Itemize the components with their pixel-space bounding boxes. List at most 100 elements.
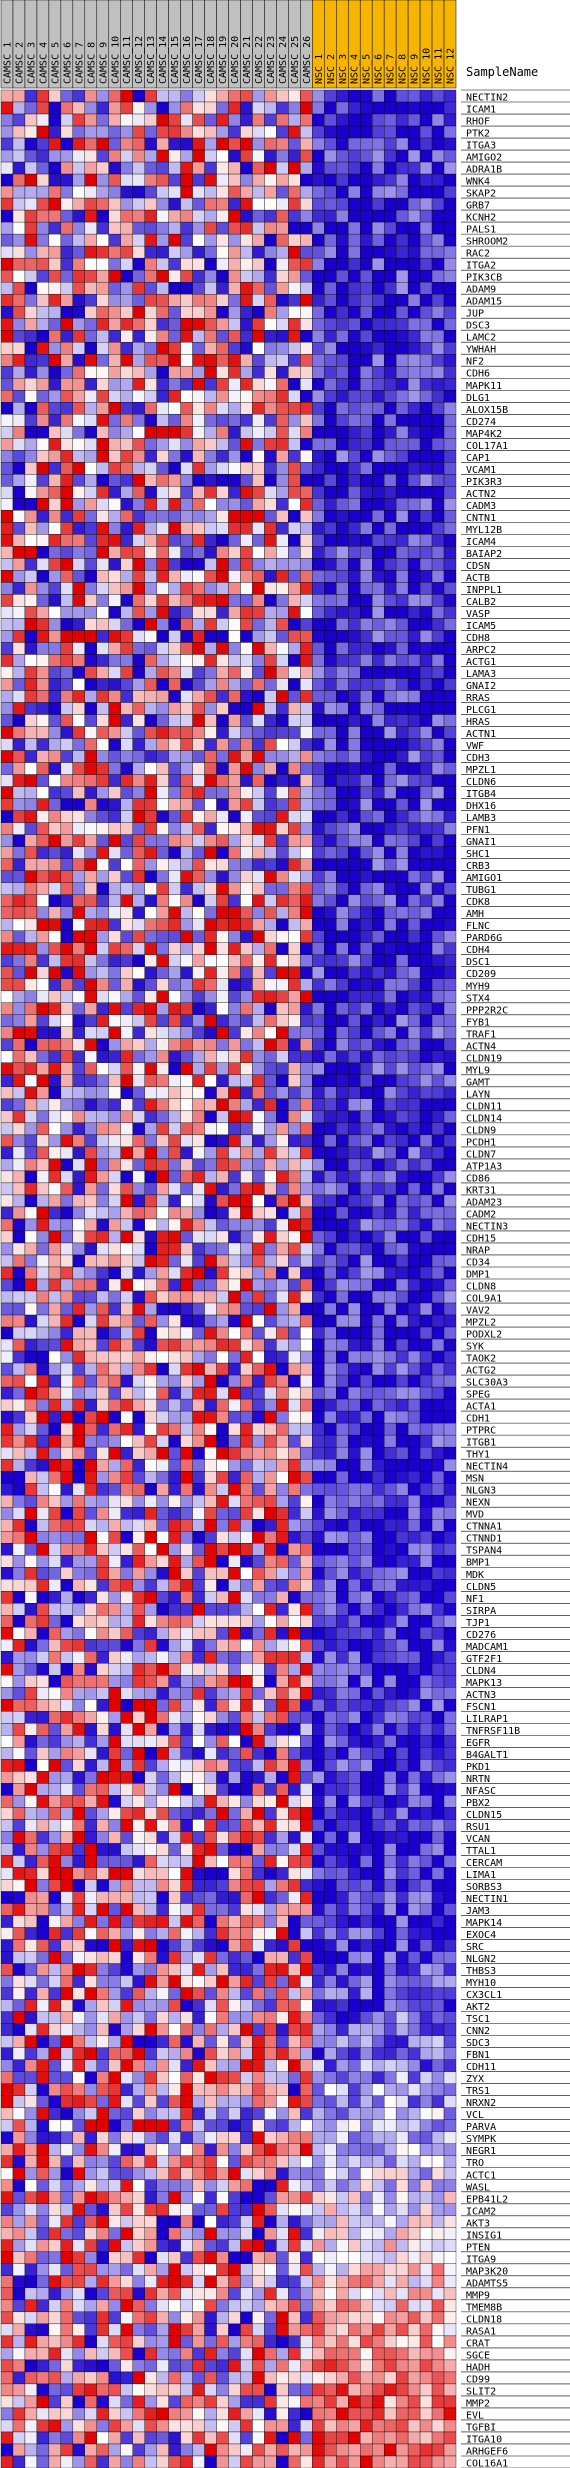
heatmap-cell: [276, 750, 289, 763]
heatmap-cell: [407, 846, 421, 859]
heatmap-cell: [96, 197, 109, 211]
column-label: CAMSC_13: [146, 36, 157, 84]
heatmap-cell: [395, 594, 409, 607]
heatmap-cell: [192, 1266, 205, 1280]
heatmap-cell: [180, 498, 193, 511]
heatmap-cell: [240, 1254, 253, 1268]
heatmap-cell: [168, 402, 181, 415]
heatmap-cell: [180, 1398, 193, 1412]
heatmap-cell: [156, 1398, 169, 1412]
heatmap-cell: [192, 221, 205, 235]
heatmap-cell: [324, 342, 337, 355]
heatmap-cell: [407, 1194, 421, 1208]
heatmap-cell: [443, 954, 457, 967]
heatmap-cell: [96, 113, 109, 127]
heatmap-cell: [96, 330, 109, 343]
heatmap-cell: [144, 354, 157, 367]
heatmap-cell: [168, 510, 181, 523]
heatmap-cell: [324, 366, 337, 379]
heatmap-cell: [84, 858, 97, 871]
heatmap-cell: [240, 930, 253, 943]
heatmap-cell: [156, 185, 169, 199]
heatmap-cell: [216, 1206, 229, 1220]
heatmap-cell: [419, 1398, 433, 1412]
heatmap-cell: [228, 966, 241, 979]
heatmap-cell: [144, 257, 157, 271]
heatmap-cell: [108, 426, 121, 439]
heatmap-cell: [12, 1326, 26, 1340]
heatmap-cell: [300, 1206, 313, 1220]
heatmap-cell: [48, 618, 62, 631]
heatmap-cell: [324, 786, 337, 799]
heatmap-cell: [216, 762, 229, 775]
heatmap-cell: [0, 606, 14, 619]
heatmap-cell: [132, 161, 145, 175]
heatmap-cell: [300, 474, 313, 487]
heatmap-cell: [312, 510, 325, 523]
heatmap-cell: [324, 918, 337, 931]
heatmap-cell: [252, 125, 265, 139]
heatmap-cell: [120, 798, 133, 811]
heatmap-cell: [395, 1398, 409, 1412]
heatmap-cell: [120, 1374, 133, 1388]
heatmap-cell: [276, 1278, 289, 1292]
heatmap-cell: [443, 1579, 457, 1592]
heatmap-cell: [168, 810, 181, 823]
heatmap-cell: [24, 1446, 38, 1460]
heatmap-cell: [407, 1531, 421, 1544]
heatmap-cell: [120, 1314, 133, 1328]
heatmap-cell: [180, 1194, 193, 1208]
heatmap-cell: [395, 798, 409, 811]
heatmap-cell: [264, 1374, 277, 1388]
heatmap-cell: [372, 1170, 385, 1184]
heatmap-cell: [36, 846, 50, 859]
heatmap-cell: [395, 654, 409, 667]
heatmap-cell: [108, 558, 121, 571]
heatmap-cell: [192, 906, 205, 919]
heatmap-cell: [395, 330, 409, 343]
heatmap-cell: [407, 1038, 421, 1051]
heatmap-cell: [48, 414, 62, 427]
heatmap-cell: [312, 101, 325, 115]
heatmap-cell: [12, 582, 26, 595]
heatmap-cell: [300, 894, 313, 907]
heatmap-cell: [228, 1362, 241, 1376]
heatmap-cell: [264, 462, 277, 475]
heatmap-cell: [60, 342, 74, 355]
heatmap-cell: [383, 630, 397, 643]
heatmap-cell: [108, 606, 121, 619]
heatmap-cell: [383, 1434, 397, 1448]
heatmap-cell: [48, 1086, 62, 1100]
heatmap-cell: [443, 1543, 457, 1556]
heatmap-cell: [312, 834, 325, 847]
heatmap-cell: [395, 1482, 409, 1496]
heatmap-cell: [144, 594, 157, 607]
heatmap-cell: [72, 990, 85, 1003]
heatmap-cell: [312, 89, 325, 103]
heatmap-cell: [431, 257, 445, 271]
heatmap-cell: [443, 1002, 457, 1015]
heatmap-cell: [395, 1314, 409, 1328]
heatmap-cell: [216, 354, 229, 367]
heatmap-cell: [84, 125, 97, 139]
heatmap-cell: [108, 1326, 121, 1340]
heatmap-cell: [84, 558, 97, 571]
heatmap-cell: [84, 1627, 97, 1640]
heatmap-cell: [264, 942, 277, 955]
heatmap-cell: [72, 366, 85, 379]
heatmap-cell: [108, 1206, 121, 1220]
heatmap-cell: [180, 390, 193, 403]
heatmap-cell: [36, 281, 50, 295]
heatmap-cell: [348, 185, 361, 199]
heatmap-cell: [395, 1062, 409, 1076]
heatmap-cell: [156, 930, 169, 943]
heatmap-cell: [48, 1278, 62, 1292]
heatmap-cell: [348, 1446, 361, 1460]
heatmap-cell: [300, 1218, 313, 1232]
heatmap-cell: [0, 1470, 14, 1484]
heatmap-cell: [156, 1254, 169, 1268]
heatmap-cell: [383, 954, 397, 967]
heatmap-cell: [264, 1326, 277, 1340]
heatmap-cell: [240, 233, 253, 247]
heatmap-cell: [336, 185, 349, 199]
